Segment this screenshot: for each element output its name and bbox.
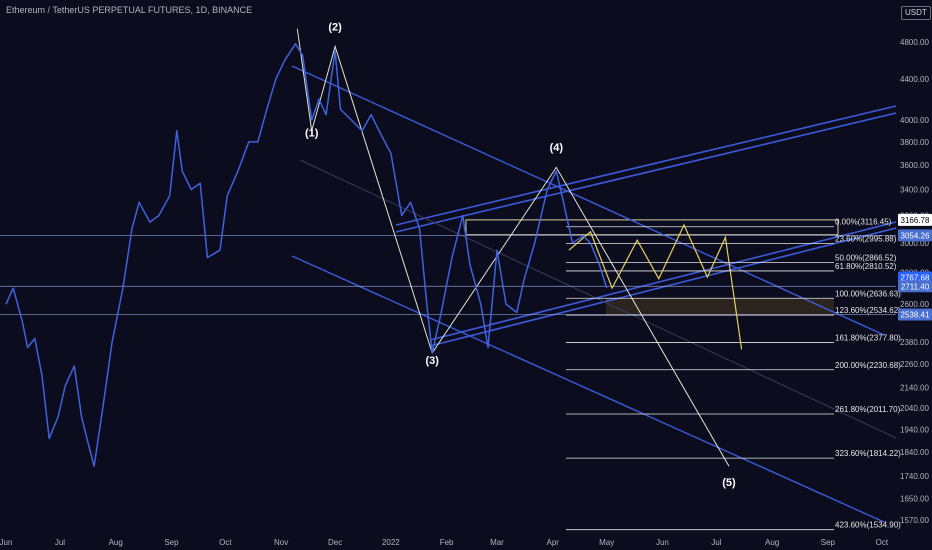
- y-tick-label: 2140.00: [900, 384, 929, 393]
- projection-path[interactable]: [568, 223, 743, 350]
- x-tick-label: Sep: [821, 538, 836, 547]
- fib-zone-fill: [606, 298, 834, 316]
- x-tick-label: 2022: [382, 538, 400, 547]
- elliott-wave-path[interactable]: [296, 28, 730, 467]
- fib-level-label: 323.60%(1814.22): [835, 449, 901, 458]
- fib-level-label: 0.00%(3116.45): [835, 218, 892, 227]
- fib-level-label: 61.80%(2810.52): [835, 262, 897, 271]
- price-tag-bg: [898, 308, 932, 321]
- trend-line-5[interactable]: [429, 227, 897, 347]
- trend-line-3[interactable]: [395, 112, 897, 233]
- y-tick-label: 1650.00: [900, 495, 929, 504]
- fib-level-label: 100.00%(2636.63): [835, 289, 901, 298]
- fib-level-label: 423.60%(1534.90): [835, 521, 901, 530]
- y-tick-label: 3000.00: [900, 239, 929, 248]
- y-tick-label: 3800.00: [900, 138, 929, 147]
- fib-level-label: 200.00%(2230.68): [835, 361, 901, 370]
- fib-level-label: 23.60%(2995.88): [835, 235, 897, 244]
- trend-line-0[interactable]: [291, 65, 885, 336]
- wave-label: (4): [550, 142, 564, 154]
- wave-label: (5): [722, 477, 736, 489]
- y-tick-label: 1740.00: [900, 472, 929, 481]
- wave-label: (3): [425, 355, 439, 367]
- x-tick-label: Jul: [55, 538, 65, 547]
- x-tick-label: Jul: [711, 538, 721, 547]
- y-tick-label: 2260.00: [900, 360, 929, 369]
- y-tick-label: 4800.00: [900, 38, 929, 47]
- wave-label: (2): [328, 22, 342, 34]
- trend-line-2[interactable]: [395, 105, 897, 226]
- y-tick-label: 1840.00: [900, 448, 929, 457]
- x-tick-label: Dec: [328, 538, 342, 547]
- price-tag-label: 3166.78: [901, 216, 930, 225]
- price-tag-label: 2711.40: [901, 282, 930, 291]
- y-tick-label: 4400.00: [900, 75, 929, 84]
- y-tick-label: 2600.00: [900, 300, 929, 309]
- y-tick-label: 1570.00: [900, 516, 929, 525]
- x-tick-label: Oct: [219, 538, 232, 547]
- x-tick-label: Aug: [765, 538, 779, 547]
- x-tick-label: Mar: [490, 538, 504, 547]
- chart-title: Ethereum / TetherUS PERPETUAL FUTURES, 1…: [6, 5, 253, 15]
- x-tick-label: Oct: [876, 538, 889, 547]
- price-tag-label: 2767.68: [901, 274, 930, 283]
- x-tick-label: Apr: [546, 538, 559, 547]
- x-tick-label: Jun: [0, 538, 12, 547]
- y-tick-label: 4000.00: [900, 116, 929, 125]
- y-tick-label: 2380.00: [900, 338, 929, 347]
- price-tag-bg: [898, 229, 932, 242]
- fib-level-label: 161.80%(2377.80): [835, 333, 901, 342]
- trend-line-1[interactable]: [291, 255, 885, 523]
- fib-level-label: 123.60%(2534.62): [835, 306, 901, 315]
- price-series-line[interactable]: [5, 43, 608, 468]
- trend-line-6[interactable]: [299, 159, 897, 439]
- y-tick-label: 1940.00: [900, 425, 929, 434]
- price-tag-label: 3054.26: [901, 231, 930, 240]
- x-tick-label: Nov: [274, 538, 288, 547]
- x-tick-label: Jun: [656, 538, 669, 547]
- price-tag-bg: [898, 213, 932, 226]
- fib-level-label: 261.80%(2011.70): [835, 405, 901, 414]
- y-tick-label: 3600.00: [900, 161, 929, 170]
- x-tick-label: May: [599, 538, 614, 547]
- wave-label: (1): [305, 127, 319, 139]
- price-tag-label: 2538.41: [901, 310, 930, 319]
- y-tick-label: 2040.00: [900, 404, 929, 413]
- fib-level-label: 50.00%(2866.52): [835, 253, 897, 262]
- price-tag-bg: [898, 280, 932, 293]
- fib-top-box: [465, 219, 839, 236]
- x-tick-label: Sep: [164, 538, 179, 547]
- y-tick-label: 3400.00: [900, 185, 929, 194]
- trend-line-4[interactable]: [429, 221, 897, 341]
- x-tick-label: Feb: [440, 538, 454, 547]
- currency-badge[interactable]: USDT: [901, 6, 931, 20]
- x-tick-label: Aug: [109, 538, 123, 547]
